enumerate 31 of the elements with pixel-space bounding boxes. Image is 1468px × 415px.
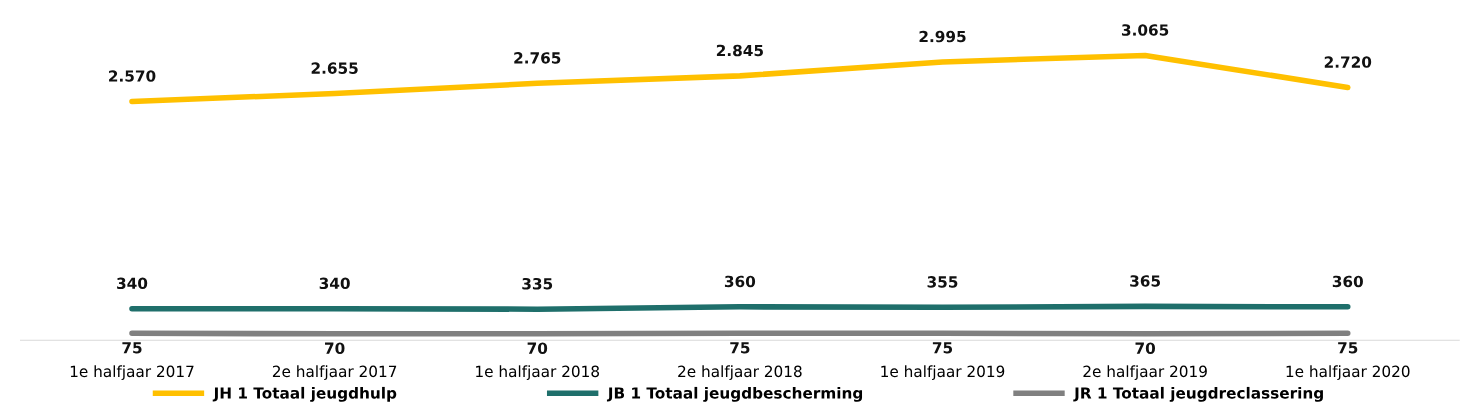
x-tick-label: 1e halfjaar 2020 — [1286, 365, 1410, 381]
data-label: 70 — [527, 342, 548, 354]
legend-label: JH 1 Totaal jeugdhulp — [212, 386, 397, 402]
data-label: 360 — [1332, 275, 1363, 288]
data-label: 2.765 — [514, 52, 561, 64]
data-label: 75 — [122, 342, 142, 354]
data-label: 75 — [1338, 342, 1358, 354]
data-label: 2.845 — [716, 44, 763, 57]
data-label: 2.720 — [1324, 56, 1372, 68]
x-tick-label: 2e halfjaar 2017 — [272, 365, 397, 381]
data-label: 355 — [927, 276, 958, 288]
legend-label: JR 1 Totaal jeugdreclassering — [1073, 386, 1323, 402]
x-tick-label: 1e halfjaar 2018 — [476, 365, 600, 381]
x-tick-label: 2e halfjaar 2018 — [678, 365, 802, 381]
data-label: 360 — [724, 275, 756, 288]
legend-label: JB 1 Totaal jeugdbescherming — [606, 386, 863, 402]
data-label: 3.065 — [1121, 24, 1169, 36]
data-label: 2.655 — [311, 62, 358, 74]
x-tick-label: 1e halfjaar 2019 — [881, 365, 1005, 381]
data-label: 70 — [325, 342, 345, 354]
data-label: 70 — [1135, 342, 1156, 354]
x-tick-label: 2e halfjaar 2019 — [1083, 365, 1207, 381]
data-label: 365 — [1130, 275, 1160, 287]
data-label: 2.995 — [919, 30, 966, 43]
data-label: 2.570 — [109, 70, 156, 82]
data-label: 340 — [319, 277, 350, 290]
data-label: 335 — [522, 277, 553, 290]
data-label: 75 — [730, 342, 750, 354]
x-tick-label: 1e halfjaar 2017 — [70, 365, 194, 381]
data-label: 75 — [932, 342, 953, 354]
data-label: 340 — [117, 277, 148, 290]
